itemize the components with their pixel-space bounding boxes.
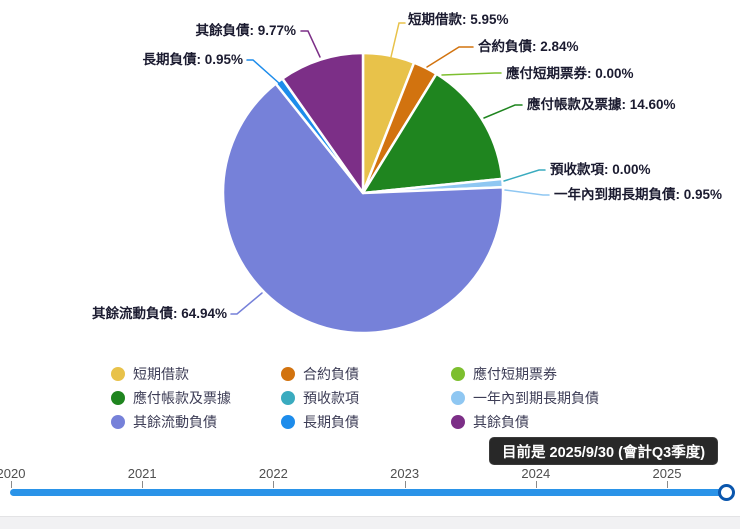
pie-label-leader-line	[504, 189, 550, 196]
timeline-handle[interactable]	[718, 484, 735, 501]
bottom-panel-edge	[0, 516, 740, 529]
legend-label: 應付帳款及票據	[133, 390, 231, 406]
legend-dot	[451, 367, 465, 381]
timeline-year-2025: 2025	[652, 466, 682, 481]
timeline-tick	[667, 481, 668, 488]
legend-dot	[111, 415, 125, 429]
legend-label: 短期借款	[133, 366, 189, 382]
legend-dot	[111, 391, 125, 405]
timeline-year-2022: 2022	[258, 466, 288, 481]
legend-label: 長期負債	[303, 414, 359, 430]
legend-label: 應付短期票券	[473, 366, 557, 382]
legend-dot	[451, 415, 465, 429]
pie-label-leader-line	[503, 169, 546, 182]
timeline-year-2024: 2024	[521, 466, 551, 481]
timeline-tick	[404, 481, 406, 488]
pie-label: 應付短期票券: 0.00%	[506, 65, 634, 81]
timeline-tick	[535, 481, 537, 488]
pie-label-leader-line	[246, 59, 281, 85]
pie-label-leader-line	[426, 46, 474, 68]
legend-label: 其餘負債	[473, 414, 529, 430]
pie-label-leader-line	[300, 30, 321, 58]
pie-slice-6[interactable]	[221, 82, 505, 335]
pie-label: 預收款項: 0.00%	[550, 161, 651, 177]
pie-label-leader-line	[483, 104, 523, 119]
current-date-tooltip: 目前是 2025/9/30 (會計Q3季度)	[489, 437, 719, 465]
legend-label: 預收款項	[303, 390, 359, 406]
pie-label-leader-line	[390, 22, 406, 58]
timeline-tick	[11, 481, 12, 488]
legend-item-6[interactable]: 其餘流動負債	[111, 414, 281, 430]
pie-label: 其餘負債: 9.77%	[195, 22, 296, 38]
pie-label-leader-line	[230, 292, 263, 315]
legend-item-4[interactable]: 預收款項	[281, 390, 451, 406]
legend-label: 其餘流動負債	[133, 414, 217, 430]
legend-dot	[281, 367, 295, 381]
legend-item-8[interactable]: 其餘負債	[451, 414, 599, 430]
pie-label: 其餘流動負債: 64.94%	[92, 305, 227, 321]
legend-dot	[111, 367, 125, 381]
legend-item-5[interactable]: 一年內到期長期負債	[451, 390, 599, 406]
pie-label: 合約負債: 2.84%	[478, 38, 579, 54]
timeline-year-2021: 2021	[127, 466, 157, 481]
pie-slice-3[interactable]	[361, 72, 504, 195]
pie-slice-8[interactable]	[281, 51, 365, 195]
legend-dot	[281, 415, 295, 429]
chart-legend: 短期借款 合約負債 應付短期票券應付帳款及票據 預收款項 一年內到期長期負債其餘流動負債…	[111, 366, 599, 430]
pie-label: 長期負債: 0.95%	[142, 51, 243, 67]
pie-label: 短期借款: 5.95%	[408, 11, 509, 27]
legend-item-2[interactable]: 應付短期票券	[451, 366, 599, 382]
legend-item-7[interactable]: 長期負債	[281, 414, 451, 430]
legend-item-1[interactable]: 合約負債	[281, 366, 451, 382]
pie-label-leader-line	[441, 72, 502, 76]
timeline-year-2023: 2023	[390, 466, 420, 481]
timeline-track[interactable]	[10, 489, 728, 496]
pie-label: 應付帳款及票據: 14.60%	[527, 96, 676, 112]
legend-item-3[interactable]: 應付帳款及票據	[111, 390, 281, 406]
timeline-year-2020: 2020	[0, 466, 26, 481]
liabilities-pie-chart: 短期借款: 5.95% 合約負債: 2.84% 應付短期票券: 0.00% 應付帳款及…	[92, 11, 722, 335]
legend-label: 一年內到期長期負債	[473, 390, 599, 406]
legend-item-0[interactable]: 短期借款	[111, 366, 281, 382]
legend-dot	[451, 391, 465, 405]
pie-label: 一年內到期長期負債: 0.95%	[554, 186, 722, 202]
timeline-tick	[142, 481, 144, 488]
legend-label: 合約負債	[303, 366, 359, 382]
legend-dot	[281, 391, 295, 405]
timeline-tick	[273, 481, 275, 488]
